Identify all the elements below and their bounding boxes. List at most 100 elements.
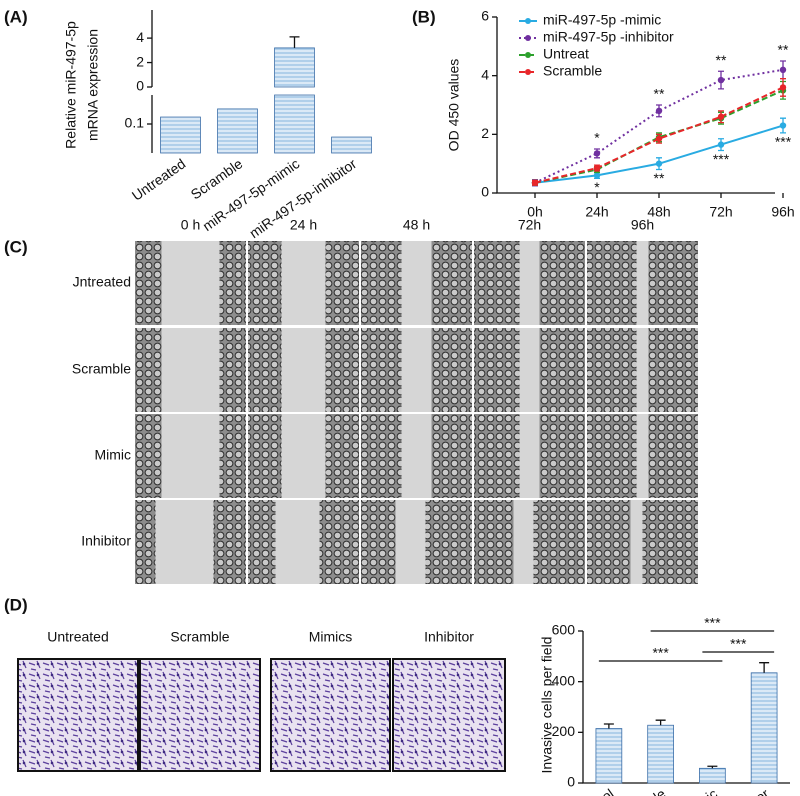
micrograph — [17, 658, 139, 772]
x-tick-label: Untreated — [129, 155, 189, 203]
wound-gap — [281, 241, 326, 325]
wound-gap — [281, 328, 326, 412]
column-label: 48 h — [403, 217, 430, 233]
wound-gap — [395, 500, 426, 584]
x-tick-label: 96h — [771, 204, 794, 220]
wound-gap — [513, 500, 534, 584]
micrograph — [139, 658, 261, 772]
legend-marker — [525, 69, 531, 75]
bar — [274, 47, 315, 88]
point — [593, 164, 601, 172]
wound-gap — [401, 414, 432, 498]
wound-gap — [636, 328, 649, 412]
error-bar — [289, 36, 300, 48]
significance-label: ** — [654, 86, 665, 102]
y-tick-label: 600 — [552, 622, 576, 638]
x-tick-label: Control — [571, 785, 617, 796]
micrograph — [270, 658, 391, 772]
wound-gap — [519, 241, 540, 325]
wound-gap — [161, 414, 220, 498]
row-label: Jntreated — [73, 274, 131, 290]
panels: 0 h 24 h 48 h 72h 96hJntreatedScrambleMimicI… — [17, 8, 795, 796]
wound-gap — [155, 500, 214, 584]
significance-label: *** — [704, 615, 721, 631]
image-label: Untreated — [47, 629, 108, 645]
significance-label: *** — [713, 151, 730, 167]
panel-label: (A) — [4, 7, 28, 26]
significance-label: *** — [775, 134, 792, 150]
point — [717, 141, 725, 148]
point — [779, 84, 787, 91]
y-tick-label: 0.1 — [125, 115, 145, 131]
error-bar — [707, 765, 718, 769]
x-tick-label: 48h — [647, 204, 670, 220]
panel-label: (C) — [4, 237, 28, 256]
point — [593, 150, 601, 157]
legend-marker — [525, 35, 531, 41]
significance-label: ** — [716, 52, 727, 68]
error-bar — [603, 723, 614, 729]
point — [655, 135, 663, 142]
y-tick-label: 2 — [481, 125, 489, 141]
column-label: 24 h — [290, 217, 317, 233]
image-label: Mimics — [309, 629, 353, 645]
error-bar — [655, 719, 666, 726]
y-tick-label: 0 — [136, 78, 144, 94]
point — [531, 179, 539, 186]
x-tick-label: miR-497-5p-mimic — [199, 155, 302, 234]
bar — [217, 108, 258, 154]
wound-gap — [636, 241, 649, 325]
y-tick-label: 0 — [481, 184, 489, 200]
wound-gap — [281, 414, 326, 498]
point — [717, 113, 725, 120]
wound-gap — [275, 500, 320, 584]
bar — [595, 728, 623, 784]
significance-label: * — [594, 130, 600, 146]
point — [779, 66, 787, 74]
row-label: Inhibitor — [81, 533, 131, 549]
bar — [160, 116, 201, 154]
significance-label: ** — [778, 42, 789, 58]
significance-label: ** — [654, 170, 665, 186]
wound-gap — [519, 328, 540, 412]
image-label: Scramble — [170, 629, 229, 645]
bar — [699, 767, 726, 784]
legend-label: Scramble — [543, 63, 602, 79]
y-axis-label: mRNA expression — [85, 29, 101, 141]
x-tick-label: 72h — [709, 204, 732, 220]
y-tick-label: 400 — [552, 672, 576, 688]
panel-label: (D) — [4, 595, 28, 614]
wound-gap — [161, 328, 220, 412]
wound-gap — [519, 414, 540, 498]
row-label: Scramble — [72, 361, 131, 377]
column-label: 96h — [631, 217, 654, 233]
y-axis-label: OD 450 values — [446, 59, 462, 152]
row-label: Mimic — [94, 447, 131, 463]
error-bar — [759, 662, 770, 673]
bar — [274, 94, 315, 154]
wound-gap — [401, 241, 432, 325]
significance-label: * — [594, 179, 600, 195]
x-tick-label: Mimic — [681, 785, 720, 796]
point — [655, 160, 663, 167]
panel-label: (B) — [412, 7, 436, 26]
wound-gap — [630, 500, 643, 584]
micrograph — [392, 658, 506, 772]
legend-marker — [525, 18, 531, 24]
significance-label: *** — [652, 645, 669, 661]
column-label: 72h — [518, 217, 541, 233]
y-tick-label: 6 — [481, 8, 489, 24]
y-tick-label: 200 — [552, 723, 576, 739]
point — [717, 76, 725, 84]
legend-marker — [525, 52, 531, 58]
significance-label: *** — [730, 636, 747, 652]
bar — [331, 136, 372, 154]
legend-label: miR-497-5p -inhibitor — [543, 29, 674, 45]
y-tick-label: 4 — [136, 29, 144, 45]
bar — [647, 724, 674, 784]
point — [655, 107, 663, 115]
y-tick-label: 4 — [481, 66, 489, 82]
wound-gap — [161, 241, 220, 325]
point — [779, 122, 787, 129]
